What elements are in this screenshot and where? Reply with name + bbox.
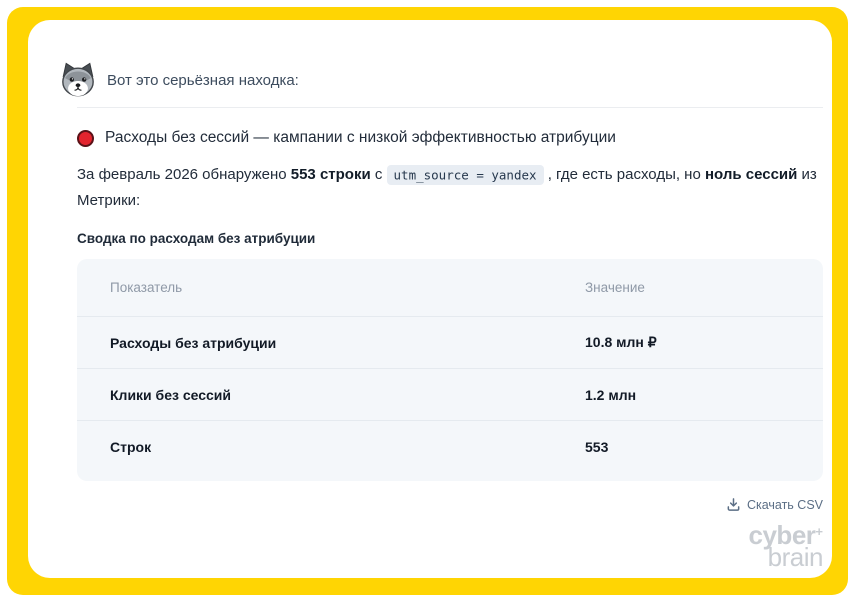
utm-source-code-chip: utm_source = yandex xyxy=(386,164,544,185)
message-seg2: с xyxy=(370,166,387,183)
table-row: Расходы без атрибуции 10.8 млн ₽ xyxy=(77,317,823,368)
row-label: Расходы без атрибуции xyxy=(110,334,277,351)
row-label: Строк xyxy=(110,438,152,455)
cyberbrain-logo: cyber+ brain xyxy=(77,522,824,569)
table-row: Строк 553 xyxy=(77,421,823,472)
download-label: Скачать CSV xyxy=(746,497,823,512)
message-seg1: За февраль 2026 обнаружено xyxy=(77,166,291,183)
message-bold-553: 553 строки xyxy=(290,166,371,183)
download-csv-button[interactable]: Скачать CSV xyxy=(77,497,823,512)
intro-text: Вот это серьёзная находка: xyxy=(107,71,299,89)
row-value: 10.8 млн ₽ xyxy=(585,334,657,351)
column-header-metric: Показатель xyxy=(110,280,183,296)
finding-row: Расходы без сессий — кампании с низкой э… xyxy=(77,129,823,147)
red-circle-icon xyxy=(77,129,94,147)
message-seg3: , где есть расходы, но xyxy=(543,166,705,183)
table-header-row: Показатель Значение xyxy=(77,259,823,316)
logo-line1: cyber xyxy=(748,520,816,551)
message-paragraph: За февраль 2026 обнаружено 553 строки с … xyxy=(77,162,823,214)
table-separator xyxy=(77,420,823,422)
table-separator xyxy=(77,316,823,318)
logo-plus: + xyxy=(815,524,823,540)
summary-table: Показатель Значение Расходы без атрибуци… xyxy=(77,259,823,482)
table-row: Клики без сессий 1.2 млн xyxy=(77,369,823,420)
message-seg4: из Метрики: xyxy=(77,166,817,210)
row-value: 1.2 млн xyxy=(585,386,637,403)
logo-line2: brain xyxy=(767,541,824,572)
divider xyxy=(77,107,823,108)
intro-row: Вот это серьёзная находка: xyxy=(59,60,823,100)
chat-card: Вот это серьёзная находка: Расходы без с… xyxy=(28,20,832,578)
table-separator xyxy=(77,368,823,370)
row-label: Клики без сессий xyxy=(110,386,232,403)
husky-avatar-icon xyxy=(62,62,94,97)
message-bold-zero-sessions: ноль сессий xyxy=(704,166,798,183)
finding-title: Расходы без сессий — кампании с низкой э… xyxy=(105,129,616,146)
download-icon xyxy=(727,498,740,512)
row-value: 553 xyxy=(585,438,609,455)
summary-heading: Сводка по расходам без атрибуции xyxy=(77,231,316,247)
column-header-value: Значение xyxy=(585,280,645,296)
